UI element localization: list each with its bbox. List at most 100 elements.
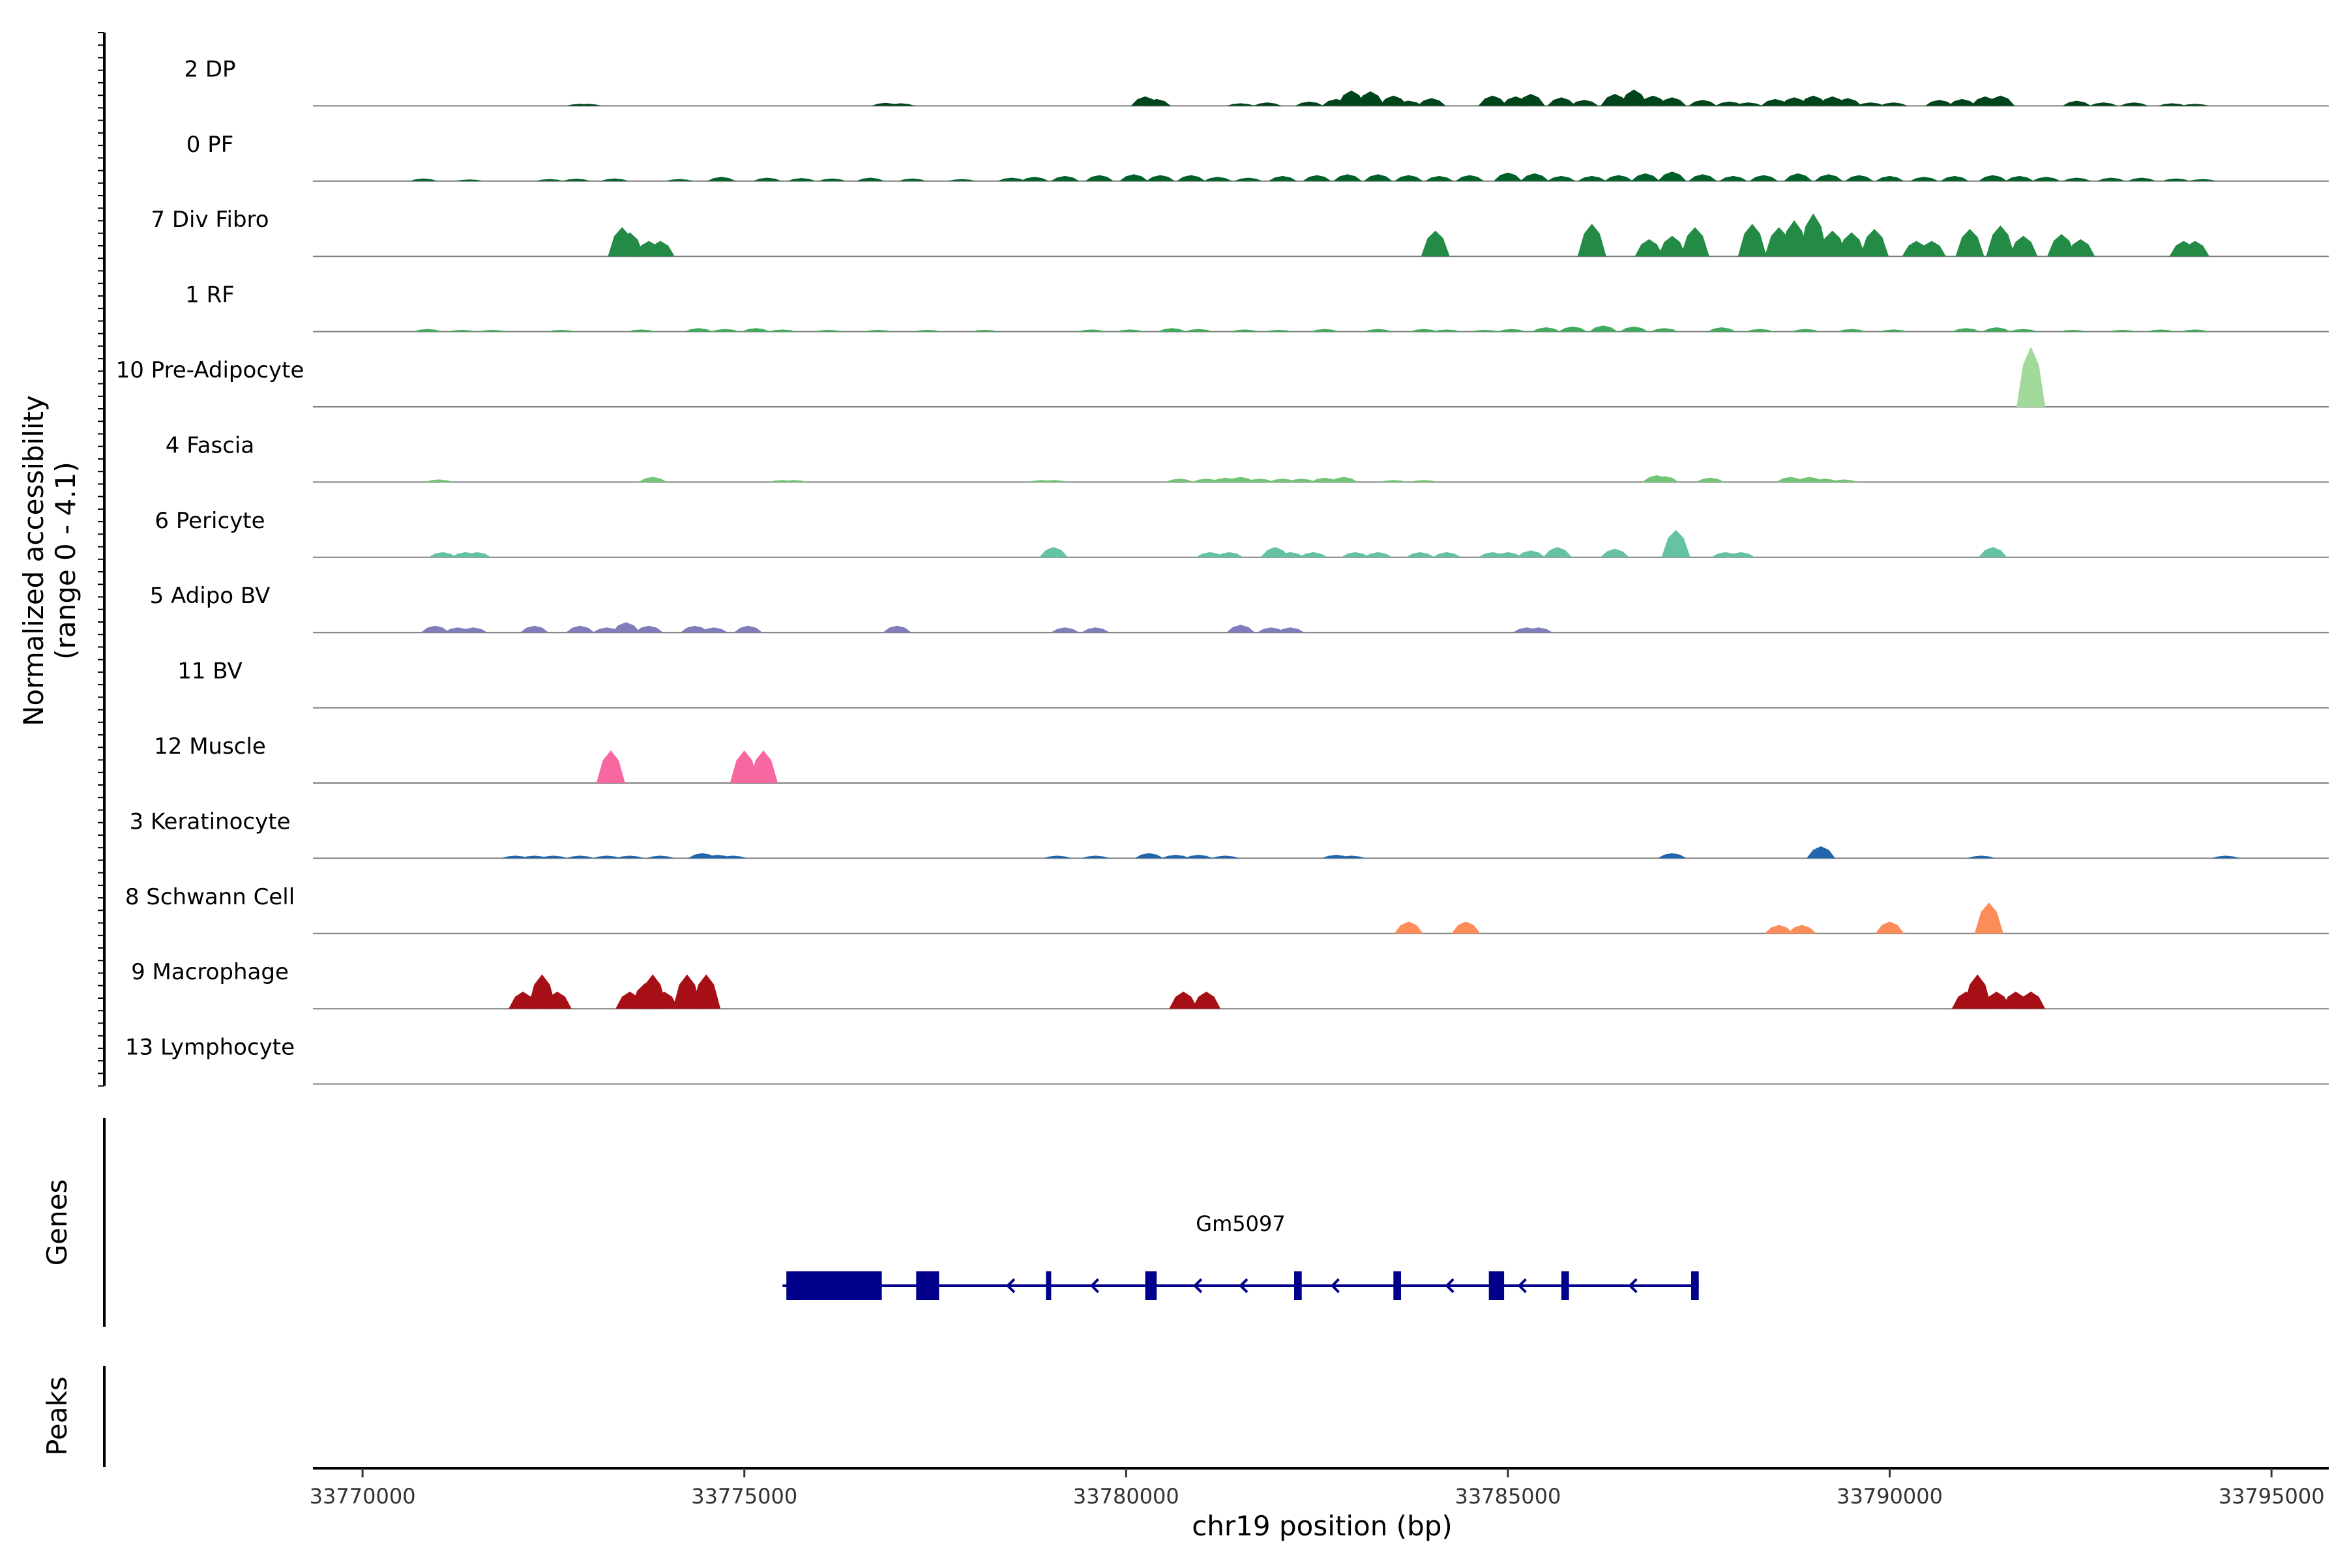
- coverage-peak: [1085, 175, 1114, 181]
- coverage-peak: [863, 330, 893, 332]
- coverage-peak: [1986, 225, 2015, 257]
- coverage-peak: [615, 232, 645, 257]
- coverage-peak: [2009, 235, 2038, 257]
- coverage-peak: [1233, 177, 1263, 181]
- coverage-peak: [1406, 552, 1435, 557]
- coverage-peak: [718, 855, 748, 859]
- coverage-peak: [1715, 101, 1744, 106]
- coverage-peak: [1157, 328, 1187, 332]
- track-label: 0 PF: [186, 132, 234, 158]
- x-tick-label: 33795000: [2219, 1484, 2325, 1509]
- coverage-peak: [638, 477, 668, 482]
- coverage-peak: [2157, 103, 2187, 106]
- x-axis-title: chr19 position (bp): [1192, 1510, 1453, 1542]
- strand-arrow: [1330, 1278, 1340, 1294]
- coverage-peak: [1558, 326, 1587, 332]
- coverage-peak: [2058, 330, 2088, 332]
- coverage-peak: [1589, 325, 1618, 332]
- coverage-peak: [1657, 171, 1687, 181]
- coverage-peak: [459, 627, 488, 633]
- coverage-peak: [1737, 224, 1767, 257]
- coverage-peak: [645, 241, 675, 257]
- track-1-rf: 1 RF: [185, 282, 2329, 333]
- coverage-peak: [1161, 855, 1190, 859]
- coverage-peak: [1268, 175, 1297, 181]
- genes-panel-label: Genes: [41, 1179, 73, 1266]
- coverage-peak: [1253, 102, 1282, 106]
- gene-exon: [1393, 1271, 1401, 1300]
- coverage-peak: [1951, 328, 1981, 332]
- coverage-peak: [947, 179, 977, 181]
- coverage-peak: [768, 329, 797, 332]
- coverage-peak: [680, 625, 709, 633]
- coverage-peak: [1039, 480, 1069, 482]
- coverage-peak: [1050, 627, 1080, 633]
- coverage-peak: [733, 625, 763, 633]
- coverage-peak: [447, 330, 477, 332]
- coverage-peak: [1807, 846, 1836, 859]
- coverage-peak: [2005, 175, 2034, 181]
- strand-arrow: [1445, 1278, 1454, 1294]
- accessibility-axis: [98, 32, 106, 1087]
- coverage-peak: [886, 103, 915, 106]
- coverage-peak: [1860, 229, 1889, 257]
- coverage-peak: [1333, 174, 1362, 181]
- y-axis-title-line2: (range 0 - 4.1): [50, 462, 81, 660]
- coverage-peak: [2066, 239, 2095, 257]
- peaks-panel-label: Peaks: [41, 1376, 73, 1456]
- coverage-peak: [1356, 91, 1385, 106]
- coverage-peak: [2211, 855, 2240, 859]
- coverage-peak: [1176, 175, 1205, 181]
- coverage-peak: [592, 855, 621, 859]
- coverage-peak: [1417, 98, 1446, 106]
- track-8-schwann-cell: 8 Schwann Cell: [125, 884, 2329, 934]
- coverage-peak: [2108, 330, 2137, 332]
- coverage-peak: [1276, 627, 1305, 633]
- coverage-peak: [634, 625, 664, 633]
- coverage-peak: [779, 480, 808, 482]
- coverage-peak: [970, 330, 999, 332]
- coverage-peak: [1787, 925, 1816, 934]
- coverage-peak: [562, 179, 591, 181]
- coverage-peak: [1226, 625, 1255, 633]
- track-label: 13 Lymphocyte: [125, 1035, 295, 1061]
- coverage-peak: [2146, 329, 2176, 332]
- coverage-peak: [1394, 921, 1423, 934]
- coverage-peak: [1081, 855, 1110, 859]
- coverage-peak: [1394, 175, 1423, 181]
- coverage-peak: [409, 178, 438, 181]
- coverage-peak: [535, 179, 565, 181]
- coverage-peak: [424, 479, 454, 482]
- coverage-peak: [1497, 329, 1526, 332]
- coverage-peak: [520, 625, 549, 633]
- coverage-peak: [1134, 853, 1164, 859]
- coverage-peak: [478, 330, 507, 332]
- coverage-peak: [1688, 174, 1717, 181]
- coverage-peak: [1169, 991, 1198, 1009]
- coverage-peak: [1336, 855, 1366, 859]
- track-11-bv: 11 BV: [177, 658, 2329, 709]
- coverage-peak: [1837, 232, 1866, 257]
- gene-name-label: Gm5097: [1196, 1211, 1285, 1236]
- coverage-peak: [1451, 921, 1481, 934]
- coverage-peak: [1631, 173, 1660, 181]
- coverage-peak: [1940, 175, 1970, 181]
- x-tick-label: 33785000: [1455, 1484, 1561, 1509]
- coverage-peak: [1470, 330, 1499, 332]
- coverage-peak: [645, 855, 675, 859]
- coverage-peak: [1638, 95, 1668, 106]
- coverage-peak: [1050, 175, 1080, 181]
- coverage-peak: [1577, 224, 1606, 257]
- coverage-peak: [1142, 98, 1172, 106]
- coverage-peak: [1424, 175, 1454, 181]
- coverage-peak: [707, 177, 736, 181]
- coverage-peak: [1799, 95, 1828, 106]
- coverage-peak: [1546, 97, 1576, 106]
- gene-exon: [1691, 1271, 1699, 1300]
- coverage-peak: [997, 177, 1026, 181]
- coverage-peak: [2181, 241, 2209, 257]
- coverage-peak: [565, 855, 595, 859]
- coverage-peak: [600, 178, 629, 181]
